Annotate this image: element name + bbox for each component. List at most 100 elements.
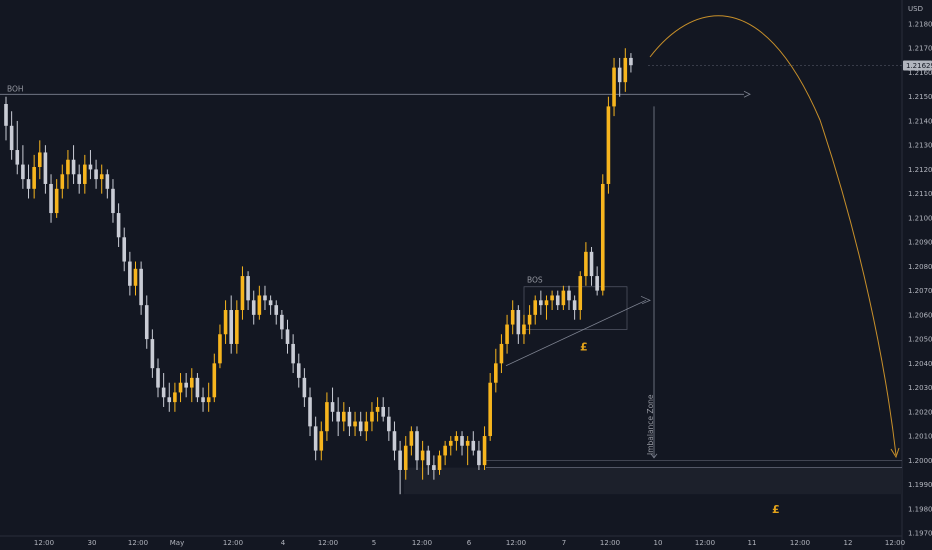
candle-body xyxy=(623,57,628,83)
candle-body xyxy=(387,416,391,432)
candle xyxy=(201,387,205,412)
candle xyxy=(629,53,633,73)
candle xyxy=(330,387,335,422)
candle xyxy=(499,334,504,374)
y-tick-label: 1.19700 xyxy=(908,530,932,538)
y-tick-label: 1.19800 xyxy=(908,505,932,513)
candle xyxy=(623,48,628,92)
candle xyxy=(572,295,577,320)
candle-body xyxy=(415,431,419,461)
candle xyxy=(353,411,357,437)
candle xyxy=(381,397,386,422)
y-tick-label: 1.21500 xyxy=(908,93,932,101)
time-axis[interactable]: 12:00 30 12:00 May 12:00 4 12:00 5 12:00 6 12:00 7 1… xyxy=(0,535,905,547)
candle-body xyxy=(144,305,149,340)
candle-body xyxy=(105,174,110,189)
x-tick-label: 12:00 xyxy=(600,539,620,547)
candle-body xyxy=(606,106,611,184)
candle xyxy=(336,397,340,437)
candle-body xyxy=(550,295,554,301)
candle xyxy=(347,406,352,437)
candle xyxy=(37,140,42,180)
candle xyxy=(584,242,588,286)
candle-body xyxy=(426,450,431,466)
x-tick-label: 12:00 xyxy=(412,539,432,547)
candle xyxy=(409,426,414,456)
x-tick-label: 12:00 xyxy=(695,539,715,547)
current-price-tag: 1.21629 xyxy=(648,60,932,71)
candle-body xyxy=(612,67,616,107)
candle-body xyxy=(184,382,188,388)
candle-body xyxy=(527,314,532,325)
candle xyxy=(617,57,622,97)
candle-body xyxy=(595,276,599,291)
candle xyxy=(539,290,543,315)
candle-body xyxy=(420,450,425,461)
candle-body xyxy=(99,174,104,180)
candle-body xyxy=(482,436,487,466)
candle-body xyxy=(156,368,160,388)
candle xyxy=(66,150,70,189)
candle xyxy=(432,455,436,480)
x-tick-label: 12:00 xyxy=(885,539,905,547)
candle-body xyxy=(133,268,138,286)
candle xyxy=(229,295,233,354)
boh-arrowhead xyxy=(743,90,751,98)
imbalance-zone-arrowhead xyxy=(650,453,658,459)
x-tick-label: 12:00 xyxy=(34,539,54,547)
axis-currency-label: USD xyxy=(908,5,923,13)
candle-body xyxy=(437,455,442,470)
candle-body xyxy=(572,300,577,311)
candle-body xyxy=(555,295,560,306)
candle-body xyxy=(71,159,76,175)
candle-body xyxy=(381,406,386,417)
candle-body xyxy=(319,431,324,451)
trendline xyxy=(505,299,647,367)
candle-body xyxy=(488,382,492,437)
candle xyxy=(533,295,538,325)
candle xyxy=(268,295,273,315)
candle-body xyxy=(285,329,290,344)
candle xyxy=(471,431,476,456)
candle xyxy=(105,169,110,199)
x-tick-label: 30 xyxy=(88,539,97,547)
y-tick-label: 1.20800 xyxy=(908,263,932,271)
candle xyxy=(319,421,324,461)
candle-body xyxy=(173,392,177,403)
candle xyxy=(437,450,442,475)
x-tick-label: May xyxy=(170,539,184,547)
candle-body xyxy=(516,310,521,335)
y-tick-label: 1.20600 xyxy=(908,311,932,319)
candle xyxy=(60,164,65,199)
candle-body xyxy=(561,290,566,306)
candle xyxy=(195,373,200,403)
y-tick-label: 1.21200 xyxy=(908,166,932,174)
candle xyxy=(178,373,183,403)
candle-body xyxy=(178,382,183,393)
candle-body xyxy=(370,411,374,422)
candle xyxy=(364,411,369,441)
candle xyxy=(600,174,605,296)
candle-body xyxy=(9,125,14,151)
candle xyxy=(522,314,526,344)
candle xyxy=(398,440,402,495)
candle-body xyxy=(313,426,318,451)
candle xyxy=(403,436,408,480)
candle xyxy=(150,329,155,378)
y-tick-label: 1.21600 xyxy=(908,69,932,77)
candle-body xyxy=(510,310,515,325)
candle xyxy=(94,159,98,189)
candle xyxy=(111,179,115,223)
x-tick-label: 12:00 xyxy=(506,539,526,547)
price-axis[interactable]: USD 1.21800 1.21700 1.21600 1.21500 1.21400 1.… xyxy=(901,0,932,550)
candle xyxy=(477,440,481,470)
candle xyxy=(263,285,267,311)
candle-body xyxy=(584,251,588,277)
candle-body xyxy=(189,377,194,388)
candle xyxy=(454,431,459,451)
candle-body xyxy=(280,314,284,330)
candle-body xyxy=(499,343,504,364)
candle xyxy=(291,334,295,374)
candle-body xyxy=(223,310,228,335)
